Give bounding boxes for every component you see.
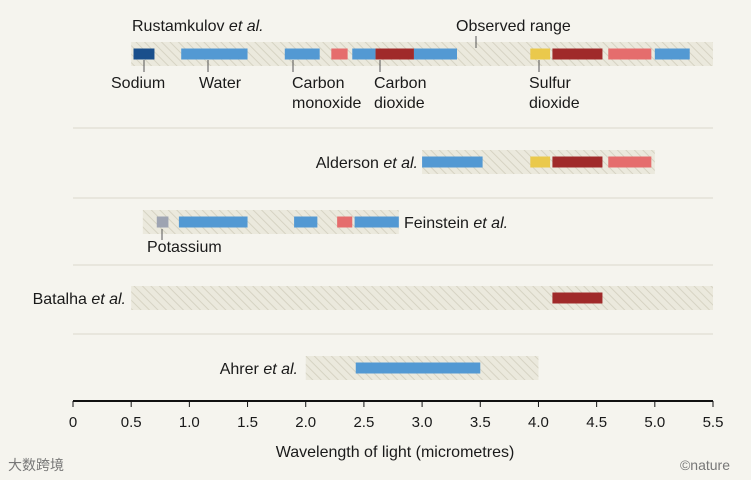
annotation: Carbon dioxide <box>374 60 426 112</box>
tick-label: 3.0 <box>412 414 433 431</box>
feature-bar-sodium <box>133 48 155 60</box>
feature-bar-sulfur-dioxide <box>530 156 551 168</box>
feature-bar-water <box>181 48 248 60</box>
tick-label: 0.5 <box>121 414 142 431</box>
annotation-label: dioxide <box>529 95 580 112</box>
annotation: Carbon monoxide <box>292 60 361 112</box>
footer: 大数跨境 ©nature <box>8 457 730 473</box>
watermark: 大数跨境 <box>8 457 64 473</box>
feature-bar-sulfur-dioxide <box>530 48 551 60</box>
annotation: Observed range <box>456 18 571 48</box>
annotation-label: dioxide <box>374 95 425 112</box>
x-axis: 0 0.5 1.0 1.5 2.0 2.5 3.0 3.5 4.0 4.5 5.0 5.5 Wavele… <box>69 400 724 461</box>
feature-bar-water <box>654 48 690 60</box>
feature-bar-carbon-monoxide <box>608 156 652 168</box>
annotation-label: Carbon <box>292 75 344 92</box>
annotation: Water <box>199 60 242 92</box>
feature-bar-carbon-monoxide <box>337 216 353 228</box>
x-axis-title: Wavelength of light (micrometres) <box>276 444 515 461</box>
feature-bar-carbon-monoxide <box>331 48 348 60</box>
feature-bar-water <box>354 216 399 228</box>
tick-label: 2.0 <box>295 414 316 431</box>
study-row-feinstein: Feinstein et al. <box>142 210 508 234</box>
feature-bar-water <box>422 156 483 168</box>
tick-label: 4.0 <box>528 414 549 431</box>
feature-bar-water <box>284 48 320 60</box>
feature-bar-carbon-monoxide <box>608 48 652 60</box>
study-label: Ahrer et al. <box>220 361 298 378</box>
annotation-label: Water <box>199 75 242 92</box>
study-label: Batalha et al. <box>33 291 126 308</box>
feature-bar-potassium <box>156 216 169 228</box>
tick-label: 2.5 <box>353 414 374 431</box>
study-rows: Rustamkulov et al. Alderson et al. Feinste… <box>33 18 713 380</box>
feature-bar-water <box>355 362 481 374</box>
annotation-label: monoxide <box>292 95 361 112</box>
feature-bar-carbon-dioxide <box>552 48 603 60</box>
observed-range-band <box>131 286 713 310</box>
annotation: Potassium <box>147 229 222 256</box>
feature-bar-water <box>178 216 248 228</box>
annotation: Sodium <box>111 60 165 92</box>
study-label: Rustamkulov et al. <box>132 18 264 35</box>
annotation-label: Sulfur <box>529 75 571 92</box>
study-row-batalha: Batalha et al. <box>33 286 713 310</box>
study-row-ahrer: Ahrer et al. <box>220 356 539 380</box>
annotation-label: Potassium <box>147 239 222 256</box>
study-label: Alderson et al. <box>316 155 418 172</box>
tick-label: 3.5 <box>470 414 491 431</box>
study-row-rustamkulov: Rustamkulov et al. <box>131 18 713 66</box>
tick-label: 1.0 <box>179 414 200 431</box>
feature-bar-carbon-dioxide <box>375 48 414 60</box>
annotation: Sulfur dioxide <box>529 60 580 112</box>
annotation-label: Observed range <box>456 18 571 35</box>
tick-label: 5.5 <box>703 414 724 431</box>
tick-label: 1.5 <box>237 414 258 431</box>
tick-label: 5.0 <box>644 414 665 431</box>
feature-bar-carbon-dioxide <box>552 292 603 304</box>
row-separators <box>73 127 713 335</box>
feature-bar-water <box>294 216 318 228</box>
tick-label: 0 <box>69 414 77 431</box>
feature-bar-water <box>352 48 376 60</box>
feature-bar-carbon-dioxide <box>552 156 603 168</box>
annotation-label: Carbon <box>374 75 426 92</box>
nature-credit: ©nature <box>680 457 730 473</box>
feature-bar-water <box>413 48 457 60</box>
study-label: Feinstein et al. <box>404 215 508 232</box>
tick-label: 4.5 <box>586 414 607 431</box>
annotation-label: Sodium <box>111 75 165 92</box>
study-row-alderson: Alderson et al. <box>316 150 655 174</box>
